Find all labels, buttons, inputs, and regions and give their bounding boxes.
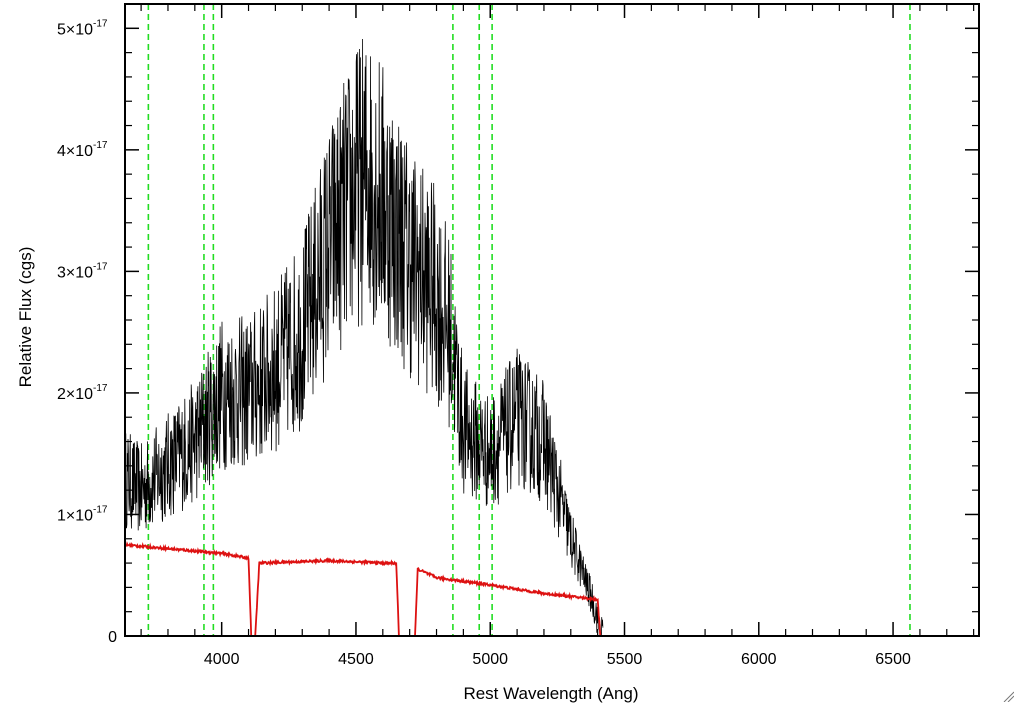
resize-grip-icon[interactable] (1002, 690, 1014, 702)
y-tick-exponent: -17 (93, 504, 108, 515)
x-axis-title: Rest Wavelength (Ang) (463, 684, 638, 703)
x-tick-label: 4000 (204, 651, 240, 668)
y-tick-exponent: -17 (93, 18, 108, 29)
y-axis-title: Relative Flux (cgs) (16, 247, 35, 388)
y-tick-label: 2×10 (57, 386, 93, 403)
x-tick-label: 5000 (472, 651, 508, 668)
x-tick-label: 6000 (741, 651, 777, 668)
y-tick-label: 4×10 (57, 143, 93, 160)
y-tick-label: 5×10 (57, 21, 93, 38)
y-tick-label: 3×10 (57, 264, 93, 281)
flux-spectrum-line (124, 38, 604, 637)
y-tick-label: 0 (108, 629, 117, 646)
y-tick-exponent: -17 (93, 140, 108, 151)
x-tick-label: 6500 (875, 651, 911, 668)
y-tick-exponent: -17 (93, 261, 108, 272)
error-spectrum-line (124, 541, 979, 637)
y-tick-label: 1×10 (57, 507, 93, 524)
x-tick-label: 5500 (607, 651, 643, 668)
x-tick-label: 4500 (338, 651, 374, 668)
y-tick-exponent: -17 (93, 383, 108, 394)
plot-frame (124, 3, 980, 637)
